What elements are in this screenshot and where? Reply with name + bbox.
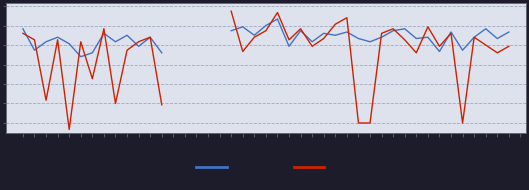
Legend: , : , <box>191 155 341 180</box>
